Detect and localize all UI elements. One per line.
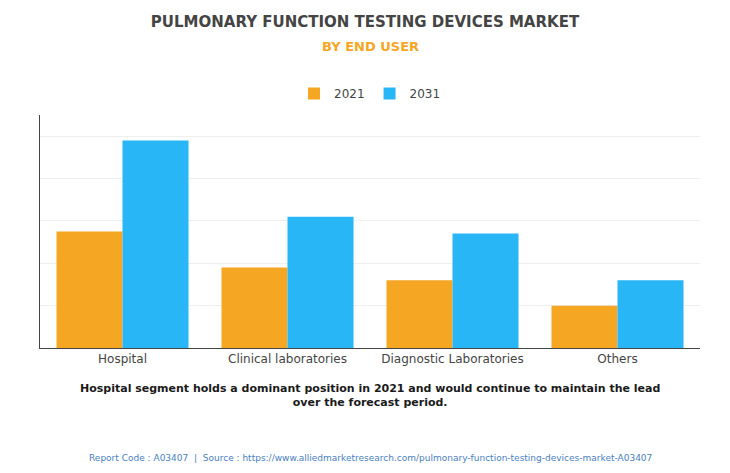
svg-text:BY END USER: BY END USER	[322, 39, 419, 54]
svg-text:Diagnostic Laboratories: Diagnostic Laboratories	[381, 352, 523, 366]
svg-text:2031: 2031	[410, 87, 441, 101]
svg-text:Report Code : A03407 | Sourc: Report Code : A03407 | Source : https://…	[89, 453, 652, 463]
svg-text:2021: 2021	[334, 87, 365, 101]
svg-text:Hospital: Hospital	[98, 352, 147, 366]
svg-text:Others: Others	[597, 352, 637, 366]
svg-text:Clinical laboratories: Clinical laboratories	[228, 352, 347, 366]
svg-text:PULMONARY FUNCTION TESTING DEV: PULMONARY FUNCTION TESTING DEVICES MARKE…	[151, 13, 580, 31]
svg-text:Hospital segment holds a domin: Hospital segment holds a dominant positi…	[80, 382, 660, 409]
